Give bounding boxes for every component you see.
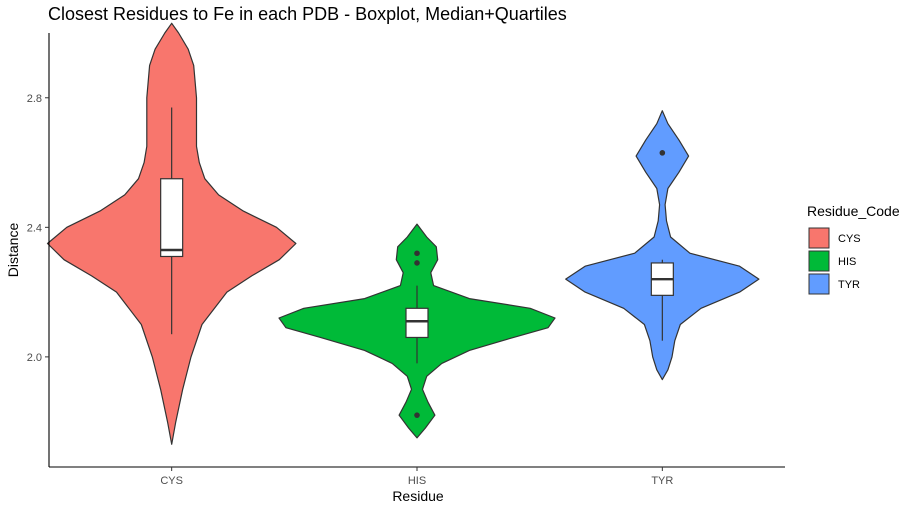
y-tick-label: 2.0 [27, 352, 42, 364]
x-tick-label: TYR [651, 475, 673, 487]
legend-swatch-cys [808, 227, 830, 249]
box-cys [160, 178, 184, 258]
outlier-his-0 [414, 250, 420, 257]
legend-label-his: HIS [838, 256, 856, 268]
x-axis-ticks: CYS HIS TYR [160, 467, 673, 487]
y-axis-title: Distance [5, 223, 21, 278]
x-tick-label: CYS [160, 475, 183, 487]
outlier-tyr-0 [659, 150, 666, 156]
x-axis-title: Residue [392, 488, 444, 504]
outlier-his-1 [414, 260, 420, 266]
violin-group-tyr [565, 110, 760, 381]
violin-tyr [565, 110, 760, 381]
x-tick-label: HIS [408, 475, 426, 487]
plot-area [46, 22, 760, 445]
legend-swatch-his [808, 250, 830, 272]
chart-title: Closest Residues to Fe in each PDB - Box… [48, 4, 567, 24]
legend-label-tyr: TYR [838, 279, 860, 291]
violin-group-his [278, 223, 556, 439]
y-axis-ticks: 2.0 2.4 2.8 [27, 93, 49, 364]
legend-swatch-tyr [808, 273, 830, 295]
legend-label-cys: CYS [838, 233, 861, 245]
violin-group-cys [46, 22, 297, 445]
legend: Residue_Code CYS HIS TYR [807, 203, 900, 295]
y-tick-label: 2.8 [27, 93, 42, 105]
outlier-his-2 [414, 412, 420, 418]
legend-title: Residue_Code [807, 203, 900, 219]
box-his [405, 307, 429, 339]
y-tick-label: 2.4 [27, 222, 42, 234]
